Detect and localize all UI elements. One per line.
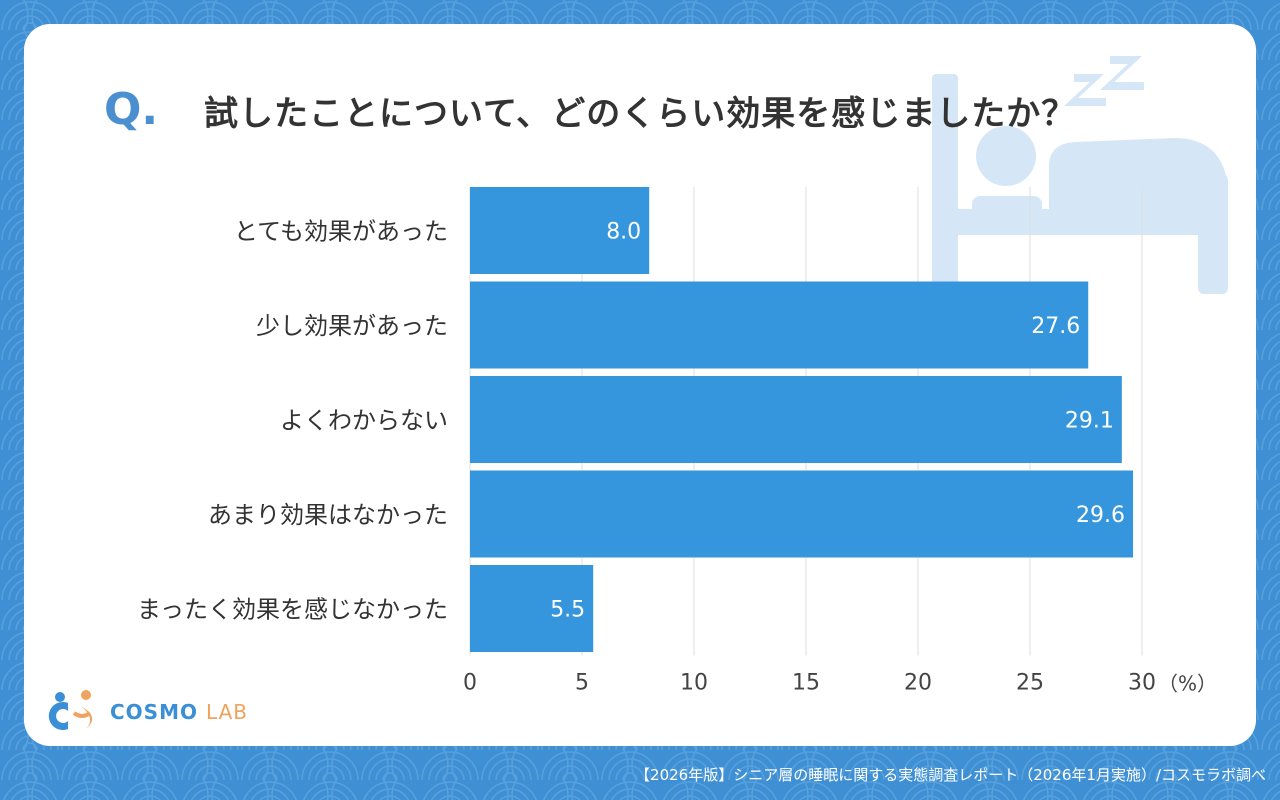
bar (470, 565, 594, 652)
bar-chart: 8.0 27.6 29.1 29.6 5.5 とても効果があった少し効果があったよくわか… (137, 187, 1217, 696)
category-label: よくわからない (280, 407, 448, 435)
logo-text: COSMO LAB (110, 700, 248, 724)
x-tick-label: 30 (1128, 671, 1156, 696)
bar-value-label: 5.5 (550, 598, 585, 623)
chart-title: 試したことについて、どのくらい効果を感じましたか？ (204, 94, 1077, 134)
bar (470, 376, 1122, 463)
category-label: とても効果があった (234, 218, 448, 246)
question-mark-label: Q. (104, 84, 159, 135)
bar-value-label: 27.6 (1031, 314, 1080, 339)
bar-value-label: 29.6 (1076, 503, 1125, 528)
x-tick-label: 5 (575, 671, 589, 696)
bar-value-label: 29.1 (1065, 409, 1114, 434)
bar-value-label: 8.0 (606, 220, 641, 245)
cosmo-lab-logo (48, 690, 93, 730)
logo-name: COSMO (110, 700, 198, 724)
category-label: 少し効果があった (256, 312, 448, 340)
category-label: あまり効果はなかった (208, 501, 448, 529)
x-tick-label: 0 (463, 671, 477, 696)
x-tick-label: 25 (1016, 671, 1044, 696)
category-label: まったく効果を感じなかった (137, 596, 448, 624)
logo-suffix: LAB (205, 700, 248, 724)
bar (470, 187, 650, 274)
source-caption: 【2026年版】シニア層の睡眠に関する実態調査レポート（2026年1月実施）/コ… (635, 766, 1266, 784)
x-tick-label: 20 (904, 671, 932, 696)
bar (470, 470, 1134, 558)
x-tick-label: 10 (680, 671, 708, 696)
x-tick-label: 15 (792, 671, 820, 696)
chart-card: Q. 試したことについて、どのくらい効果を感じましたか？ 8.0 27.6 29.1… (24, 24, 1256, 746)
sleeping-in-bed-icon (932, 56, 1228, 304)
bar (470, 281, 1089, 369)
x-unit-label: （%） (1158, 672, 1217, 696)
